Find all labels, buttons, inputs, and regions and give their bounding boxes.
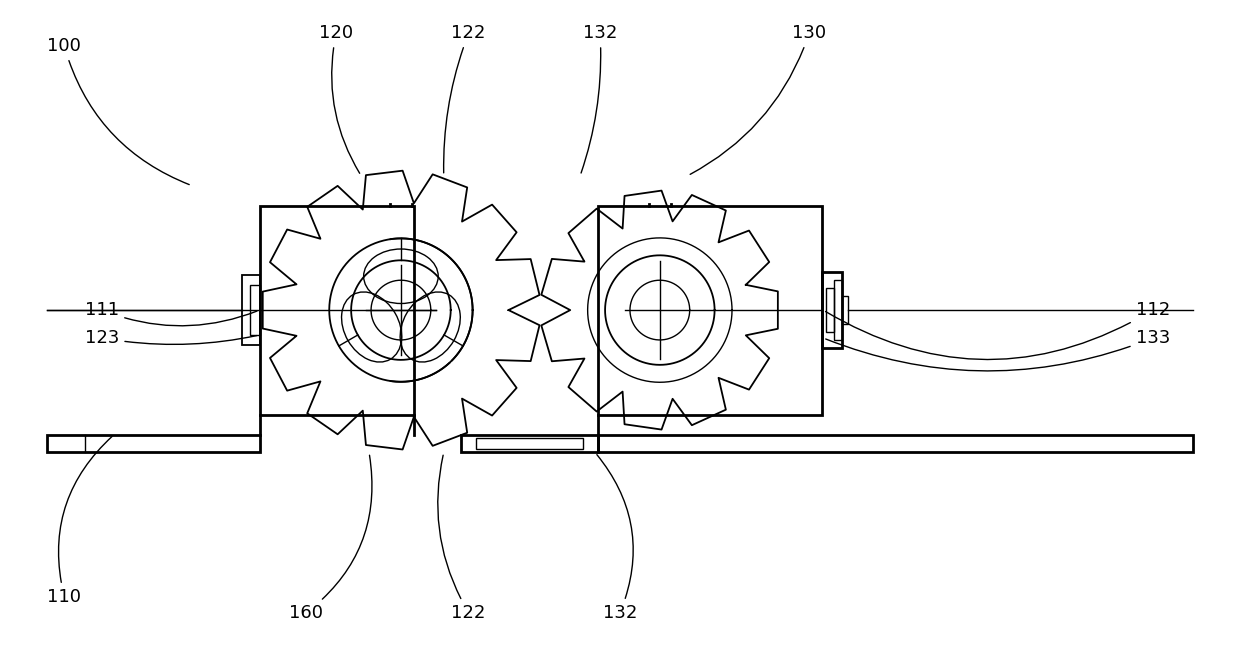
Bar xyxy=(461,434,598,453)
Bar xyxy=(47,434,259,453)
Text: 133: 133 xyxy=(826,329,1169,371)
Text: 120: 120 xyxy=(319,24,360,173)
Bar xyxy=(826,288,835,332)
Text: 132: 132 xyxy=(582,24,618,173)
Bar xyxy=(598,434,1193,453)
Text: 130: 130 xyxy=(691,24,826,175)
Text: 100: 100 xyxy=(47,37,190,185)
Text: 132: 132 xyxy=(596,455,637,622)
Text: 111: 111 xyxy=(86,301,257,326)
Text: 122: 122 xyxy=(438,455,486,622)
Text: 110: 110 xyxy=(47,436,112,606)
Bar xyxy=(822,272,842,348)
Bar xyxy=(476,438,583,449)
Bar xyxy=(598,206,822,415)
Text: 160: 160 xyxy=(289,455,372,622)
Bar xyxy=(842,296,848,324)
Text: 122: 122 xyxy=(444,24,486,173)
Bar xyxy=(249,285,259,335)
Bar xyxy=(259,206,414,415)
Text: 112: 112 xyxy=(826,301,1169,360)
Bar xyxy=(835,280,842,340)
Bar xyxy=(242,275,259,345)
Text: 123: 123 xyxy=(86,329,257,347)
